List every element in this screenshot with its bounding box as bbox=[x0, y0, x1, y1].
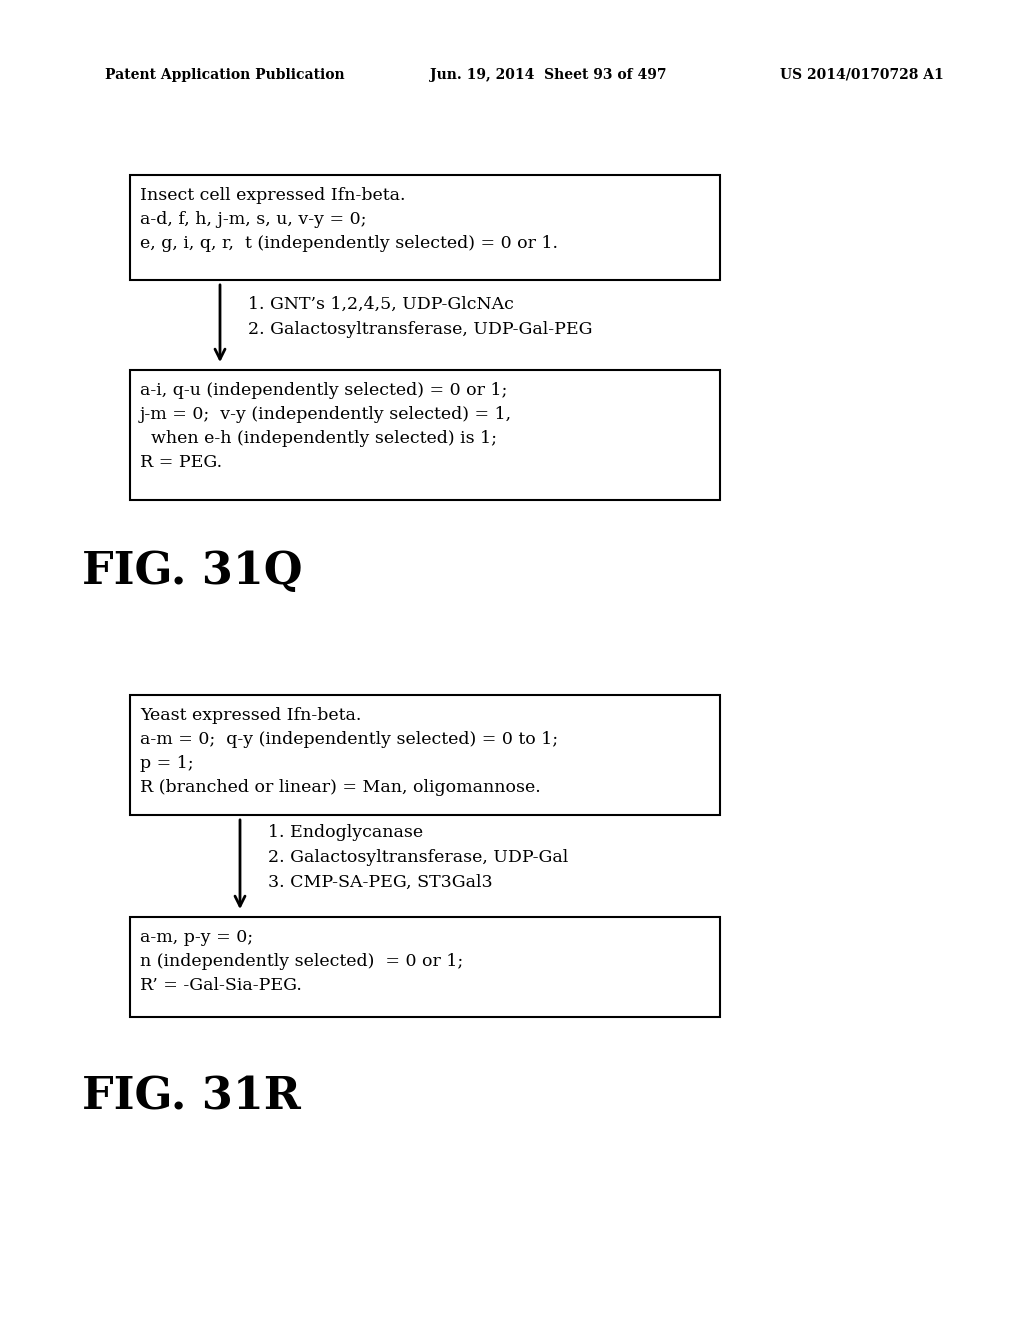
Text: Yeast expressed Ifn-beta.
a-m = 0;  q-y (independently selected) = 0 to 1;
p = 1: Yeast expressed Ifn-beta. a-m = 0; q-y (… bbox=[140, 708, 558, 796]
Text: FIG. 31Q: FIG. 31Q bbox=[82, 550, 302, 593]
Text: Patent Application Publication: Patent Application Publication bbox=[105, 69, 345, 82]
Text: 1. GNT’s 1,2,4,5, UDP-GlcNAc
2. Galactosyltransferase, UDP-Gal-PEG: 1. GNT’s 1,2,4,5, UDP-GlcNAc 2. Galactos… bbox=[248, 296, 593, 338]
Text: a-i, q-u (independently selected) = 0 or 1;
j-m = 0;  v-y (independently selecte: a-i, q-u (independently selected) = 0 or… bbox=[140, 381, 512, 471]
Text: Insect cell expressed Ifn-beta.
a-d, f, h, j-m, s, u, v-y = 0;
e, g, i, q, r,  t: Insect cell expressed Ifn-beta. a-d, f, … bbox=[140, 187, 558, 252]
Bar bbox=[130, 370, 720, 500]
Bar bbox=[130, 696, 720, 814]
Text: Jun. 19, 2014  Sheet 93 of 497: Jun. 19, 2014 Sheet 93 of 497 bbox=[430, 69, 667, 82]
Text: a-m, p-y = 0;
n (independently selected)  = 0 or 1;
R’ = -Gal-Sia-PEG.: a-m, p-y = 0; n (independently selected)… bbox=[140, 929, 463, 994]
Bar bbox=[130, 176, 720, 280]
Text: 1. Endoglycanase
2. Galactosyltransferase, UDP-Gal
3. CMP-SA-PEG, ST3Gal3: 1. Endoglycanase 2. Galactosyltransferas… bbox=[268, 824, 568, 891]
Text: FIG. 31R: FIG. 31R bbox=[82, 1074, 301, 1118]
Text: US 2014/0170728 A1: US 2014/0170728 A1 bbox=[780, 69, 944, 82]
Bar bbox=[130, 917, 720, 1016]
